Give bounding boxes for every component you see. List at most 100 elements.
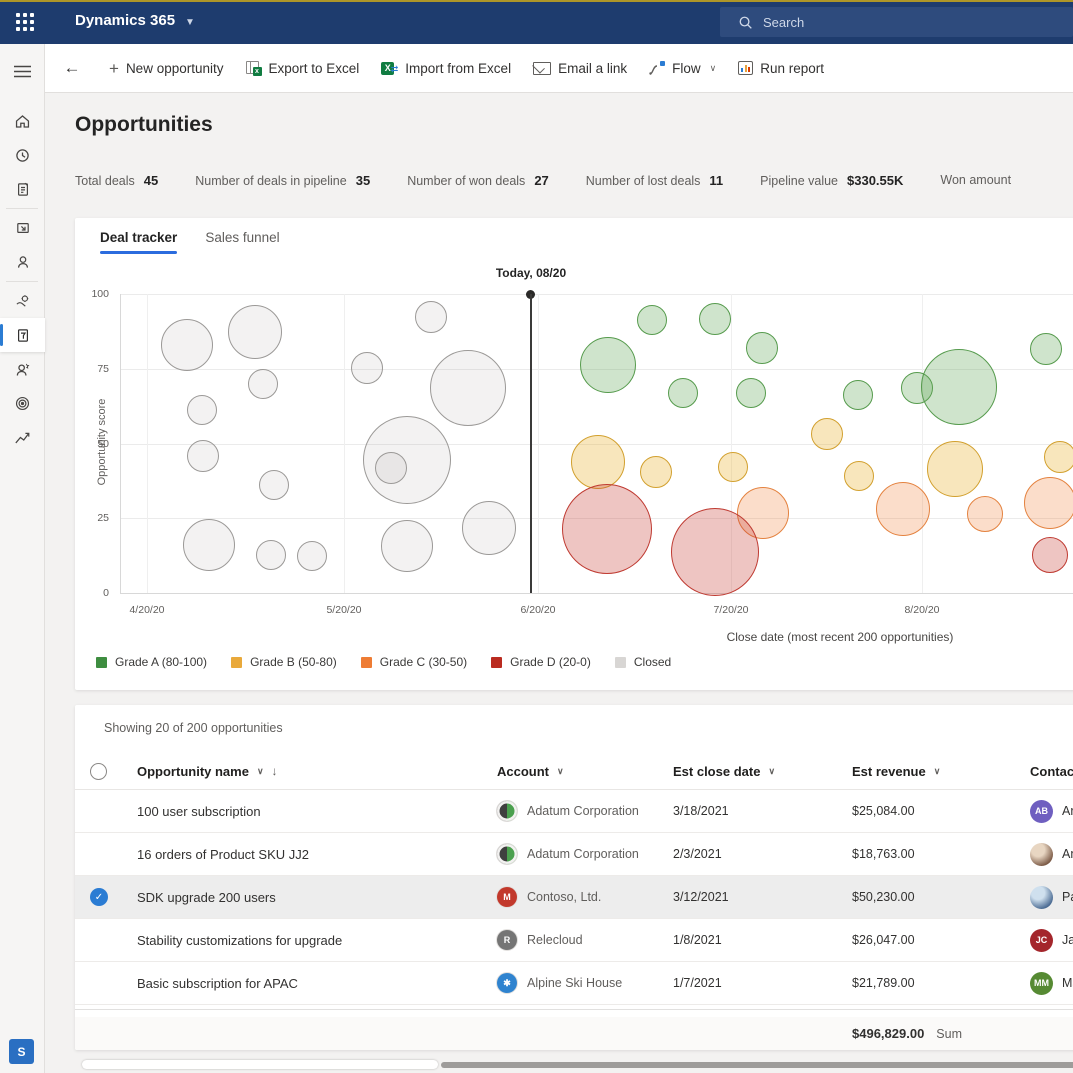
chart-bubble[interactable] (699, 303, 731, 335)
chart-bubble[interactable] (927, 441, 983, 497)
chart-bubble[interactable] (161, 319, 213, 371)
chart-bubble[interactable] (351, 352, 383, 384)
chart-bubble[interactable] (462, 501, 516, 555)
sidebar-divider (6, 208, 38, 209)
menu-icon[interactable] (0, 54, 45, 88)
chart-bubble[interactable] (187, 440, 219, 472)
flow-icon (649, 61, 666, 75)
goals-icon[interactable] (0, 386, 45, 420)
chart-bubble[interactable] (430, 350, 506, 426)
chart-bubble[interactable] (297, 541, 327, 571)
column-header-contact[interactable]: Contact (1030, 764, 1073, 779)
chart-bubble[interactable] (415, 301, 447, 333)
contact-cell[interactable]: MM Ma (1030, 971, 1073, 995)
chart-bubble[interactable] (844, 461, 874, 491)
selected-checkbox[interactable]: ✓ (90, 888, 108, 906)
email-a-link-button[interactable]: Email a link (533, 61, 627, 76)
account-cell[interactable]: M Contoso, Ltd. (497, 887, 673, 907)
chart-bubble[interactable] (375, 452, 407, 484)
competitors-icon[interactable] (0, 352, 45, 386)
tab-deal-tracker[interactable]: Deal tracker (100, 230, 178, 254)
account-cell[interactable]: ✱ Alpine Ski House (497, 973, 673, 993)
search-input[interactable]: Search (720, 7, 1073, 37)
chart-bubble[interactable] (381, 520, 433, 572)
chart-bubble[interactable] (1044, 441, 1073, 473)
new-opportunity-button[interactable]: + New opportunity (109, 60, 224, 77)
opportunity-name-cell[interactable]: 16 orders of Product SKU JJ2 (137, 846, 309, 862)
export-to-excel-button[interactable]: x Export to Excel (245, 60, 359, 76)
chart-bubble[interactable] (637, 305, 667, 335)
deals-icon[interactable] (0, 284, 45, 318)
sort-descending-icon: ↓ (271, 764, 278, 778)
chart-bubble[interactable] (876, 482, 930, 536)
account-cell[interactable]: Adatum Corporation (497, 801, 673, 821)
column-header-est-close-date[interactable]: Est close date ∨ (673, 764, 852, 779)
stat-total-deals: Total deals 45 (75, 173, 158, 188)
horizontal-scrollbar[interactable] (441, 1062, 1073, 1068)
chart-bubble[interactable] (811, 418, 843, 450)
opportunity-name-cell[interactable]: 100 user subscription (137, 803, 261, 819)
run-report-button[interactable]: Run report (738, 61, 824, 76)
legend-swatch (614, 656, 626, 668)
legend-swatch (360, 656, 372, 668)
chart-bubble[interactable] (183, 519, 235, 571)
contact-cell[interactable]: JC Jan (1030, 928, 1073, 952)
column-header-account[interactable]: Account ∨ (497, 764, 673, 779)
contact-cell[interactable]: Am (1030, 842, 1073, 866)
chart-bubble[interactable] (967, 496, 1003, 532)
horizontal-scrollbar-thumb[interactable] (82, 1060, 438, 1069)
chart-bubble[interactable] (580, 337, 636, 393)
sidebar-item-opportunities[interactable] (0, 318, 45, 352)
opportunity-name-cell[interactable]: SDK upgrade 200 users (137, 889, 276, 905)
chart-bubble[interactable] (1032, 537, 1068, 573)
account-cell[interactable]: Adatum Corporation (497, 844, 673, 864)
select-all-checkbox[interactable] (90, 762, 107, 780)
chart-bubble[interactable] (228, 305, 282, 359)
import-from-excel-button[interactable]: X ⇄ Import from Excel (381, 61, 511, 76)
chart-bubble[interactable] (843, 380, 873, 410)
chart-bubble[interactable] (259, 470, 289, 500)
home-icon[interactable] (0, 104, 45, 138)
chart-bubble[interactable] (746, 332, 778, 364)
back-arrow-icon[interactable]: ← (63, 58, 81, 77)
chart-bubble[interactable] (571, 435, 625, 489)
app-launcher-s-button[interactable]: S (9, 1039, 34, 1064)
table-row[interactable]: 100 user subscription Adatum Corporation… (75, 790, 1073, 833)
contacts-icon[interactable] (0, 245, 45, 279)
waffle-icon[interactable] (16, 13, 34, 31)
records-box-icon[interactable] (0, 211, 45, 245)
opportunity-name-cell[interactable]: Basic subscription for APAC (137, 975, 298, 991)
column-header-opportunity-name[interactable]: Opportunity name ∨ ↓ (137, 764, 497, 779)
chevron-down-icon[interactable]: ▼ (185, 17, 195, 28)
table-row[interactable]: Basic subscription for APAC ✱ Alpine Ski… (75, 962, 1073, 1005)
chart-bubble[interactable] (671, 508, 759, 596)
opportunity-name-cell[interactable]: Stability customizations for upgrade (137, 932, 343, 948)
chart-bubble[interactable] (668, 378, 698, 408)
app-title[interactable]: Dynamics 365 (75, 12, 176, 29)
contact-cell[interactable]: Par (1030, 885, 1073, 909)
table-row[interactable]: 16 orders of Product SKU JJ2 Adatum Corp… (75, 833, 1073, 876)
analytics-icon[interactable] (0, 420, 45, 454)
sum-row: $496,829.00 Sum (75, 1017, 1073, 1050)
account-cell[interactable]: R Relecloud (497, 930, 673, 950)
table-row-selected[interactable]: ✓ SDK upgrade 200 users M Contoso, Ltd. … (75, 876, 1073, 919)
chart-bubble[interactable] (562, 484, 652, 574)
chart-bubble[interactable] (640, 456, 672, 488)
tab-sales-funnel[interactable]: Sales funnel (205, 230, 280, 245)
chart-bubble[interactable] (736, 378, 766, 408)
column-header-est-revenue[interactable]: Est revenue ∨ (852, 764, 1030, 779)
est-revenue-cell: $21,789.00 (852, 976, 915, 990)
recent-icon[interactable] (0, 138, 45, 172)
contact-cell[interactable]: AB Arc (1030, 799, 1073, 823)
chart-bubble[interactable] (921, 349, 997, 425)
chart-bubble[interactable] (248, 369, 278, 399)
chart-bubble[interactable] (256, 540, 286, 570)
chart-bubble[interactable] (1024, 477, 1073, 529)
pinned-tasks-icon[interactable] (0, 172, 45, 206)
table-row[interactable]: Stability customizations for upgrade R R… (75, 919, 1073, 962)
chart-bubble[interactable] (718, 452, 748, 482)
legend-label: Grade B (50-80) (250, 655, 337, 669)
flow-button[interactable]: Flow ∨ (649, 61, 716, 76)
chart-bubble[interactable] (187, 395, 217, 425)
chart-bubble[interactable] (1030, 333, 1062, 365)
